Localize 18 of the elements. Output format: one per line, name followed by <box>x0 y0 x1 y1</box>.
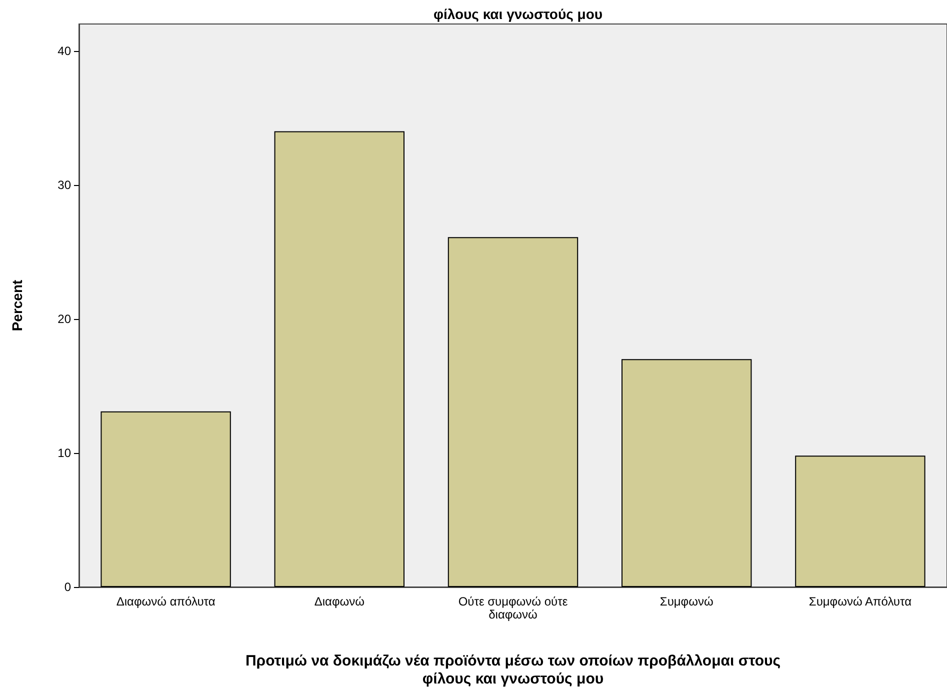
y-tick-label: 0 <box>64 580 72 594</box>
x-tick-label: Συμφωνώ Απόλυτα <box>808 594 912 608</box>
bar <box>795 456 926 587</box>
bar <box>100 411 231 587</box>
y-tick-label: 30 <box>58 178 72 192</box>
y-tick-label: 20 <box>58 312 72 326</box>
x-tick-label: Συμφωνώ <box>660 594 714 608</box>
x-tick-label: Ούτε συμφωνώ ούτε διαφωνώ <box>458 594 568 622</box>
bar <box>622 359 752 587</box>
y-tick-label: 10 <box>58 446 72 460</box>
x-tick-label: Διαφωνώ απόλυτα <box>116 594 216 608</box>
bar <box>448 237 578 587</box>
x-axis-title: Προτιμώ να δοκιμάζω νέα προϊόντα μέσω των οποίων προβάλλομαι στους φίλους και γνωστούς μου <box>245 652 781 688</box>
y-axis-title: Percent <box>9 279 25 332</box>
y-tick-label: 40 <box>58 44 72 58</box>
x-tick-label: Διαφωνώ <box>314 594 364 608</box>
chart-title: φίλους και γνωστούς μου <box>433 6 603 22</box>
bar <box>274 131 404 587</box>
